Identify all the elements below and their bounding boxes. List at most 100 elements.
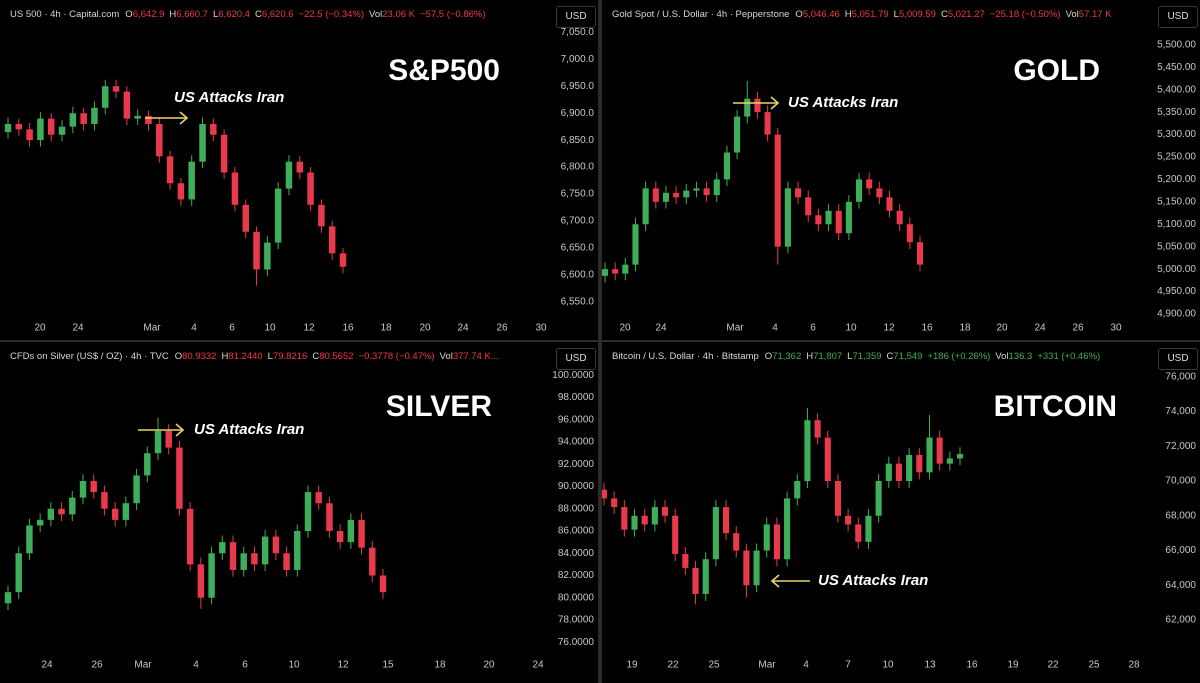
- candle-body: [272, 536, 280, 554]
- x-tick-label: 26: [496, 323, 508, 334]
- candle-body: [15, 123, 23, 130]
- candle-body: [90, 480, 97, 493]
- x-tick-label: 24: [532, 660, 544, 671]
- candle-body: [693, 188, 700, 191]
- candle-body: [703, 188, 710, 196]
- candle-body: [165, 430, 172, 448]
- x-tick-label: Mar: [134, 660, 152, 671]
- x-tick-label: 20: [996, 323, 1008, 334]
- currency-button: USD: [556, 348, 596, 370]
- annotation: US Attacks Iran: [194, 421, 304, 438]
- chart-title: BITCOIN: [994, 390, 1117, 423]
- currency-button: USD: [1158, 6, 1198, 28]
- x-tick-label: 18: [380, 323, 392, 334]
- candle-body: [794, 481, 801, 499]
- y-tick-label: 86.0000: [558, 526, 595, 537]
- legend: Bitcoin / U.S. Dollar · 4h · Bitstamp O71…: [612, 351, 1100, 362]
- field-label: H: [221, 351, 229, 362]
- field-label: O: [795, 9, 803, 20]
- x-tick-label: 10: [264, 323, 276, 334]
- chart-panel: 4,900.00 4,950.00 5,000.00 5,050.00 5,100.00…: [602, 0, 1200, 340]
- y-tick-label: 80.0000: [558, 592, 595, 603]
- y-tick-label: 5,000.00: [1157, 264, 1196, 275]
- x-tick-label: 24: [72, 323, 84, 334]
- candle-body: [36, 519, 44, 526]
- y-tick-label: 76,000: [1165, 371, 1196, 382]
- candle-body: [294, 531, 301, 570]
- candle-body: [47, 118, 55, 135]
- candle-body: [112, 86, 120, 92]
- x-tick-label: 24: [655, 323, 667, 334]
- candle-body: [229, 542, 237, 570]
- y-tick-label: 6,900.0: [561, 108, 595, 119]
- candle-body: [197, 564, 205, 598]
- volume-label: Vol: [439, 351, 453, 362]
- candle-body: [886, 197, 893, 211]
- volume-label: Vol: [995, 351, 1009, 362]
- annotation: US Attacks Iran: [818, 572, 928, 589]
- candle-body: [845, 201, 852, 234]
- x-tick-label: 18: [959, 323, 971, 334]
- candle-body: [876, 188, 883, 198]
- candle-body: [804, 420, 811, 482]
- chart: 6,550.0 6,600.0 6,650.0 6,700.0 6,750.0 6,800…: [4, 27, 595, 334]
- candle-body: [242, 204, 249, 232]
- y-tick-label: 84.0000: [558, 548, 595, 559]
- candle-body: [219, 542, 226, 554]
- candle-body: [328, 226, 336, 254]
- x-tick-label: 4: [193, 660, 199, 671]
- y-tick-label: 5,350.00: [1157, 107, 1196, 118]
- field-value: 80.9332: [182, 351, 217, 362]
- x-tick-label: 6: [229, 323, 235, 334]
- candle-body: [58, 508, 65, 515]
- y-tick-label: 70,000: [1165, 476, 1196, 487]
- candle-body: [26, 525, 33, 554]
- volume-label: Vol: [369, 9, 383, 20]
- x-tick-label: 28: [1128, 660, 1140, 671]
- candle-body: [240, 553, 247, 570]
- candle-body: [855, 524, 862, 542]
- candle-body: [4, 592, 12, 604]
- x-tick-label: 10: [845, 323, 857, 334]
- candle-body: [895, 463, 903, 482]
- candle-body: [682, 554, 689, 568]
- field-value: 79.8216: [272, 351, 308, 362]
- candle-body: [347, 519, 355, 543]
- x-tick-label: 16: [342, 323, 354, 334]
- candle-body: [692, 567, 699, 594]
- x-tick-label: 30: [1110, 323, 1122, 334]
- chart-panel: 62,000 64,000 66,000 68,000 70,000 72,000 74,0…: [602, 342, 1200, 683]
- candle-body: [91, 107, 98, 124]
- field-label: L: [212, 9, 219, 20]
- candle-body: [26, 129, 33, 141]
- field-value: 5,051.79: [851, 9, 889, 20]
- volume-label: Vol: [1065, 9, 1079, 20]
- candle-body: [784, 498, 791, 560]
- field-value: 71,362: [772, 351, 802, 362]
- candle-body: [673, 192, 680, 198]
- candle-body: [145, 115, 152, 124]
- field-value: 80.5652: [319, 351, 354, 362]
- y-tick-label: 76.0000: [558, 637, 595, 648]
- chart-panel: 76.0000 78.0000 80.0000 82.0000 84.0000 86.00…: [0, 342, 598, 683]
- x-tick-label: Mar: [726, 323, 744, 334]
- annotation-arrowhead: [770, 574, 780, 588]
- candle-body: [210, 123, 217, 135]
- candle-body: [651, 507, 658, 525]
- y-tick-label: 72,000: [1165, 441, 1196, 452]
- candle-body: [835, 210, 842, 234]
- volume-change: −57.5 (−0.86%): [420, 9, 486, 20]
- candle-body: [379, 575, 387, 593]
- candle-body: [672, 515, 679, 554]
- y-tick-label: 74,000: [1165, 406, 1196, 417]
- field-label: L: [847, 351, 853, 362]
- candle-body: [307, 172, 314, 205]
- y-tick-label: 6,750.0: [561, 189, 595, 200]
- candle-body: [875, 481, 882, 516]
- candle-body: [885, 463, 892, 482]
- x-tick-label: 7: [845, 660, 851, 671]
- x-tick-label: 15: [382, 660, 394, 671]
- candle-body: [274, 188, 282, 243]
- volume-value: 136.3: [1008, 351, 1033, 362]
- x-tick-label: 25: [708, 660, 720, 671]
